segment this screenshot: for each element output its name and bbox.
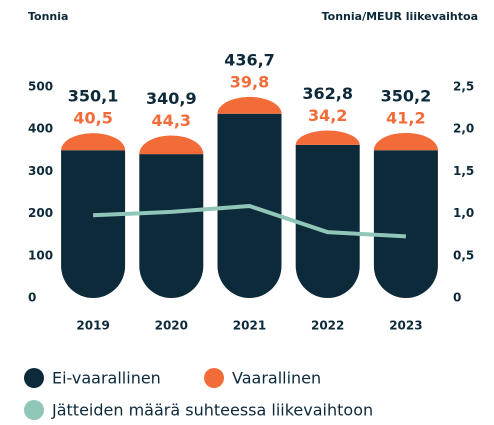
y2-tick-label: 0 — [453, 291, 461, 305]
legend-label: Jätteiden määrä suhteessa liikevaihtoon — [51, 401, 373, 420]
bar-segment — [295, 144, 360, 298]
legend-label: Vaarallinen — [232, 369, 321, 388]
bar-segment — [139, 154, 204, 298]
legend-marker — [24, 368, 44, 388]
x-tick-label: 2020 — [155, 319, 188, 333]
y2-tick-label: 1,5 — [453, 164, 474, 178]
x-tick-label: 2019 — [76, 319, 109, 333]
line-series — [93, 204, 407, 239]
legend-marker — [24, 400, 44, 420]
y2-axis-label: Tonnia/MEUR liikevaihtoa — [322, 10, 478, 23]
y-tick-label: 500 — [28, 80, 53, 94]
y-axis-label: Tonnia — [28, 10, 68, 23]
bar-segment — [217, 96, 282, 114]
x-tick-label: 2021 — [233, 319, 266, 333]
data-label: 340,9 — [146, 89, 197, 108]
data-label: 41,2 — [386, 108, 425, 127]
y-tick-label: 0 — [28, 291, 36, 305]
y2-tick-label: 2,0 — [453, 122, 474, 136]
bar-segment — [61, 133, 126, 151]
bar-segment — [373, 150, 438, 298]
bar-segment — [295, 130, 360, 145]
data-label: 350,2 — [381, 86, 432, 105]
legend-label: Ei-vaarallinen — [52, 369, 161, 388]
y2-tick-label: 2,5 — [453, 80, 474, 94]
bar-segment — [139, 135, 204, 155]
y-tick-label: 300 — [28, 164, 53, 178]
x-tick-label: 2023 — [389, 319, 422, 333]
bar-segment — [373, 132, 438, 151]
data-label: 436,7 — [224, 50, 275, 69]
y-tick-label: 100 — [28, 248, 53, 262]
data-label: 350,1 — [68, 87, 119, 106]
legend-marker — [204, 368, 224, 388]
data-label: 40,5 — [73, 109, 112, 128]
y2-tick-label: 0,5 — [453, 248, 474, 262]
data-label: 34,2 — [308, 106, 347, 125]
y-tick-label: 400 — [28, 122, 53, 136]
data-label: 44,3 — [152, 111, 191, 130]
data-label: 362,8 — [302, 84, 353, 103]
bar-segment — [61, 150, 126, 298]
y2-tick-label: 1,0 — [453, 206, 474, 220]
data-label: 39,8 — [230, 72, 269, 91]
x-tick-label: 2022 — [311, 319, 344, 333]
y-tick-label: 200 — [28, 206, 53, 220]
